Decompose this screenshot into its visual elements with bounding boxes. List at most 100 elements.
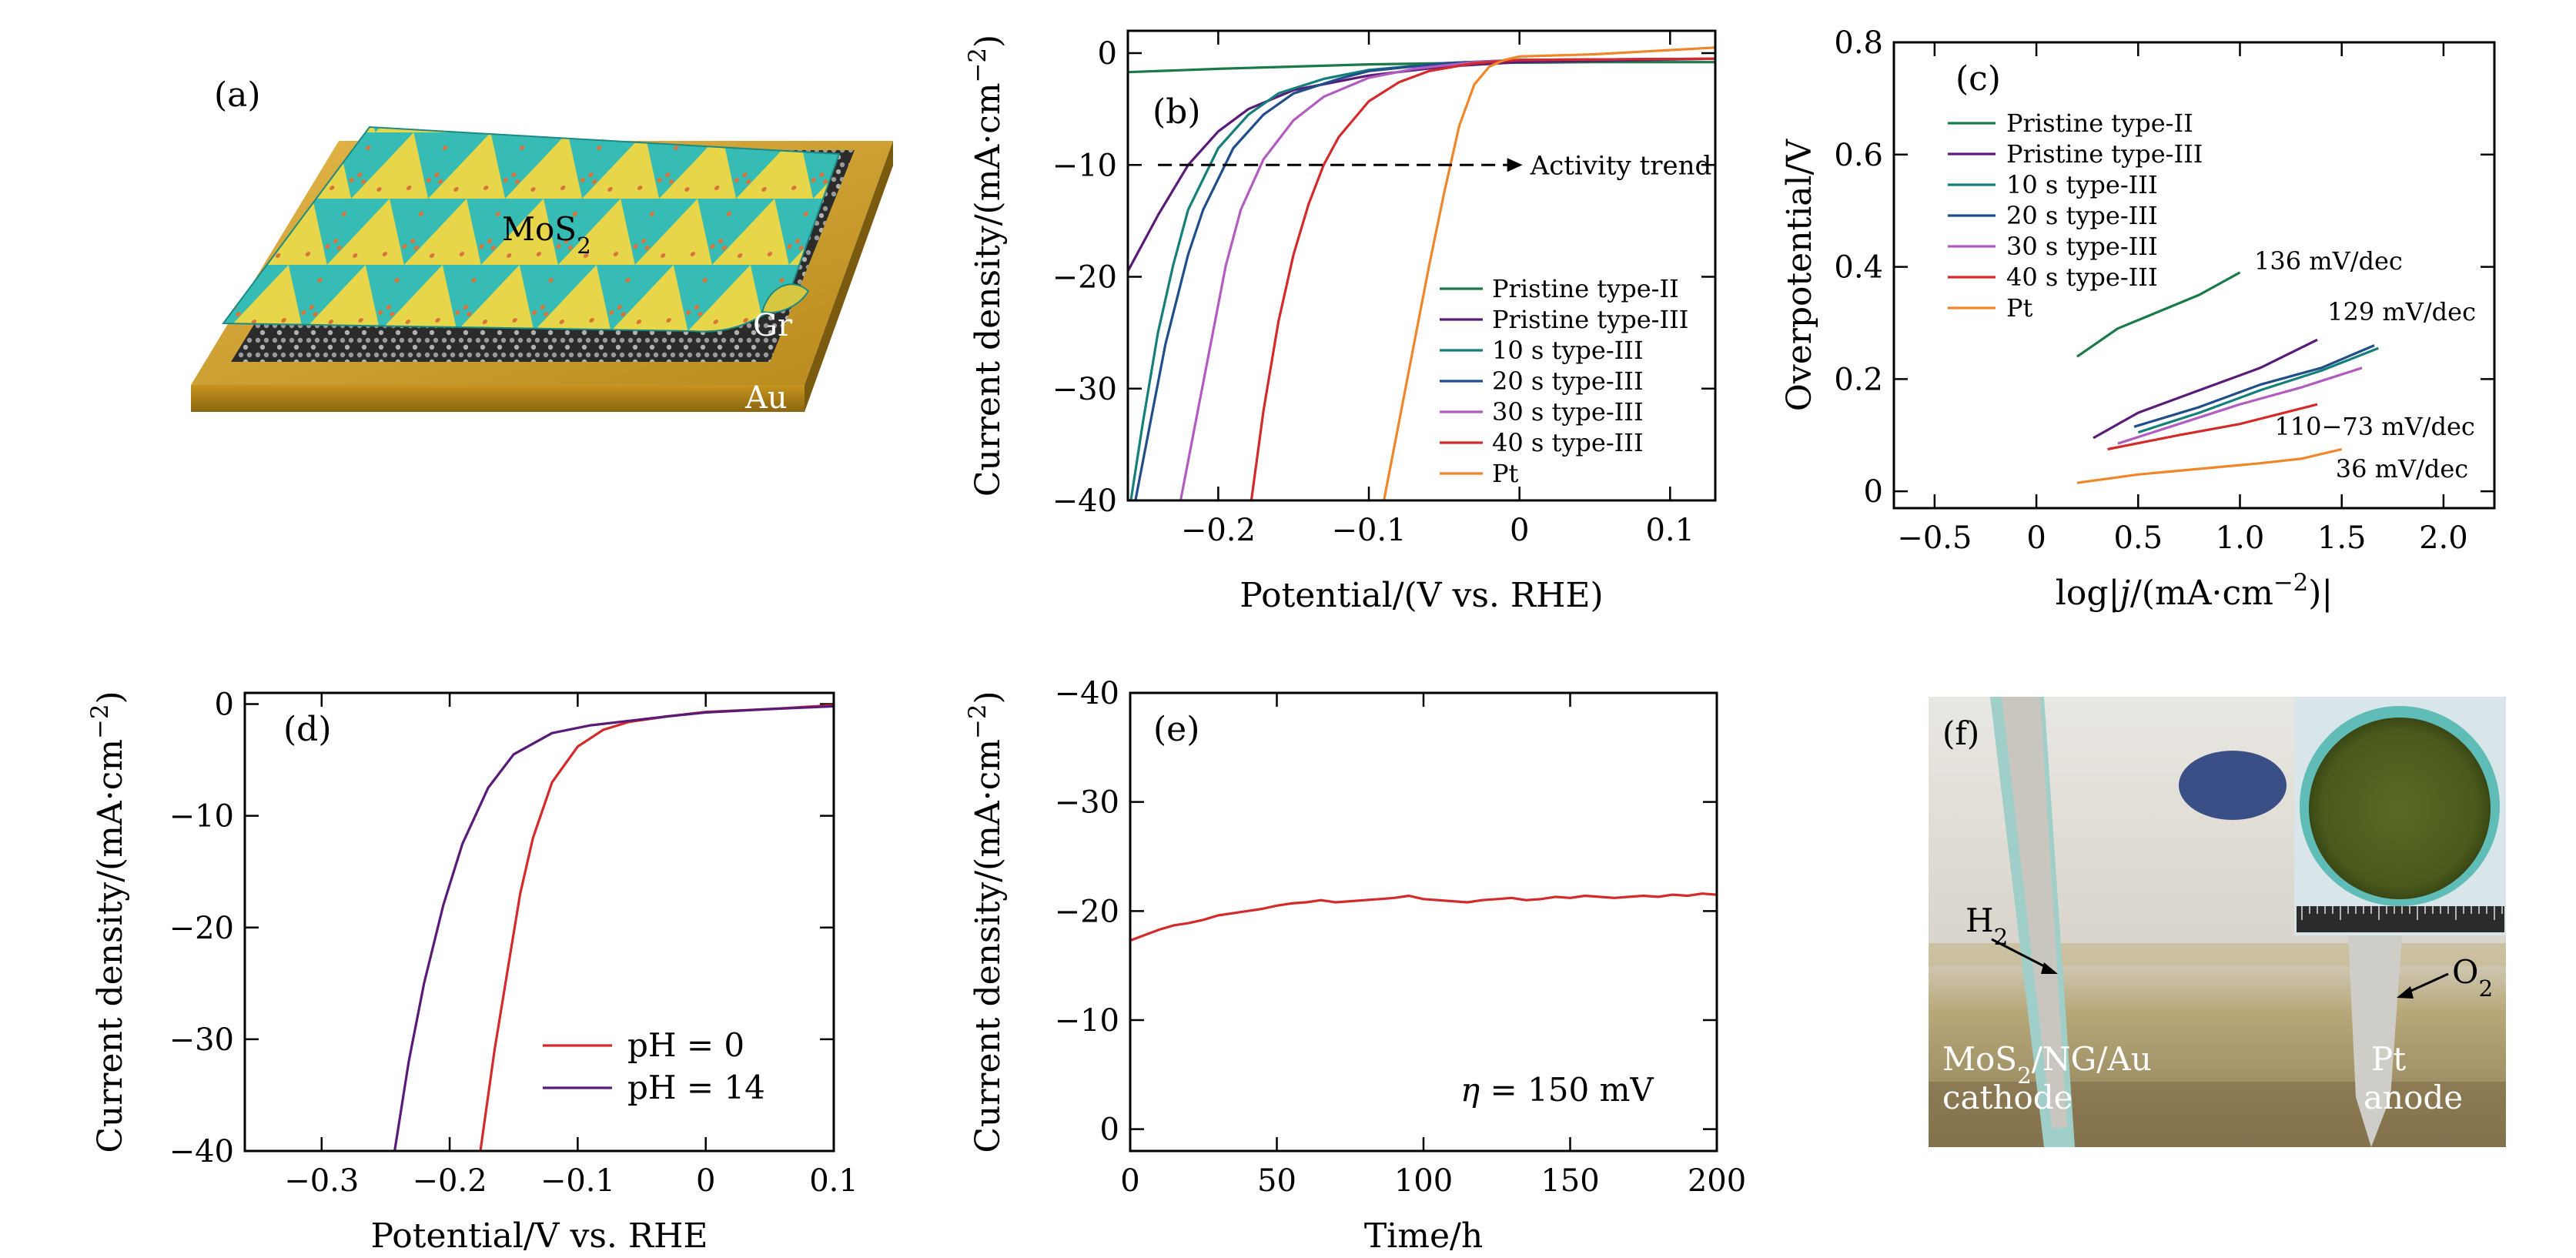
y-tick-label-d: −20 [169, 911, 234, 946]
series-line-c [2133, 344, 2375, 428]
y-tick-label-c: 0.4 [1834, 250, 1883, 286]
x-tick-label-e: 200 [1688, 1163, 1746, 1199]
legend-label-c: Pt [2006, 293, 2033, 323]
panel-label-f: (f) [1942, 714, 1979, 752]
ruler [2297, 906, 2504, 932]
x-tick-label-b: −0.2 [1181, 513, 1256, 548]
activity-trend-arrowhead [1507, 158, 1523, 172]
au-substrate-side [805, 141, 893, 412]
y-tick-label-d: 0 [215, 688, 234, 723]
anode-label: Pt [2371, 1040, 2406, 1078]
legend-label-b: Pristine type-III [1492, 305, 1688, 334]
mos2-label: MoS2 [502, 210, 591, 259]
x-axis-label-c: log|j/(mA·cm−2)| [2056, 569, 2333, 613]
series-line-d [393, 704, 834, 1151]
series-line-c [2076, 447, 2343, 484]
legend-label-c: 30 s type-III [2006, 232, 2158, 261]
x-tick-label-e: 100 [1394, 1163, 1453, 1199]
y-tick-label-d: −30 [169, 1022, 234, 1058]
x-tick-label-c: 1.5 [2317, 520, 2367, 556]
plot-frame-top-d [243, 691, 835, 1153]
o2-arrow [2405, 972, 2449, 995]
plot-frame-top-e [1129, 691, 1718, 1153]
x-tick-label-c: 0.5 [2113, 520, 2163, 556]
legend-label-b: Pt [1492, 459, 1519, 488]
panel-d: −0.3 −0.2 −0.1 0 0.1 0 −10 −20 −30 −40 (d) Potentia… [86, 688, 858, 1256]
x-tick-label-c: 1.0 [2216, 520, 2265, 556]
au-substrate-front [191, 385, 805, 412]
series-line-b [1134, 57, 1715, 500]
y-tick-label-b: −30 [1052, 372, 1117, 407]
h2-arrow [1991, 938, 2052, 972]
anode-electrode [2348, 935, 2402, 1147]
panel-b: −0.2 −0.1 0 0.1 0 −10 −20 −30 −40 (b) Potential/(V… [964, 29, 1717, 615]
y-tick-label-e: −30 [1055, 785, 1119, 821]
wafer-disc [2309, 718, 2491, 899]
series-line-b [1250, 57, 1715, 500]
y-tick-label-b: 0 [1098, 36, 1117, 72]
legend-label-b: Pristine type-II [1492, 274, 1679, 303]
x-tick-label-d: 0 [696, 1163, 715, 1199]
h2-label: H2 [1965, 902, 2008, 950]
panel-c: −0.5 0 0.5 1.0 1.5 2.0 0 0.2 0.4 0.6 0.8 (c) log|j/(… [1780, 25, 2496, 613]
activity-trend-label: Activity trend [1530, 150, 1712, 181]
legend-label-b: 10 s type-III [1492, 336, 1644, 365]
panel-a: (a) MoS2 Gr Au [191, 75, 893, 416]
x-tick-label-e: 150 [1541, 1163, 1599, 1199]
x-tick-label-c: 0 [2026, 520, 2046, 556]
x-axis-label-d: Potential/V vs. RHE [370, 1216, 708, 1256]
au-label: Au [744, 380, 788, 416]
mos2-curl [761, 283, 810, 313]
x-axis-label-e: Time/h [1364, 1216, 1483, 1256]
beaker-bottom [1929, 1082, 2506, 1147]
plot-frame-top-b [1126, 29, 1717, 502]
beaker-band [1929, 943, 2506, 966]
y-tick-label-c: 0.6 [1834, 138, 1883, 173]
y-tick-label-d: −40 [169, 1134, 234, 1169]
y-tick-label-c: 0.8 [1834, 25, 1883, 61]
legend-label-b: 40 s type-III [1492, 428, 1644, 457]
x-tick-label-e: 50 [1257, 1163, 1296, 1199]
tafel-slope-label: 110−73 mV/dec [2274, 412, 2474, 441]
o2-arrowhead [2397, 986, 2414, 999]
y-tick-label-b: −40 [1052, 483, 1117, 519]
y-tick-label-d: −10 [169, 799, 234, 835]
holder-object [2179, 751, 2287, 820]
overpotential-note: η = 150 mV [1460, 1071, 1654, 1109]
legend-label-c: 10 s type-III [2006, 170, 2158, 199]
x-tick-label-d: −0.3 [284, 1163, 359, 1199]
y-tick-label-c: 0 [1864, 474, 1883, 510]
panel-label-d: (d) [283, 710, 332, 749]
x-tick-label-b: 0.1 [1645, 513, 1694, 548]
tafel-slope-label: 129 mV/dec [2327, 297, 2476, 326]
legend-label-c: Pristine type-II [2006, 109, 2193, 138]
y-tick-label-e: −20 [1055, 894, 1119, 929]
cathode-label: MoS2/NG/Au [1942, 1040, 2152, 1089]
x-axis-label-b: Potential/(V vs. RHE) [1239, 576, 1603, 615]
y-axis-label-b: Current density/(mA·cm−2) [964, 35, 1008, 497]
x-tick-label-c: 2.0 [2419, 520, 2468, 556]
series-line-c [2107, 403, 2318, 451]
y-tick-label-c: 0.2 [1834, 362, 1883, 397]
x-tick-label-d: −0.1 [540, 1163, 615, 1199]
y-tick-label-e: 0 [1100, 1112, 1119, 1148]
x-tick-label-e: 0 [1120, 1163, 1139, 1199]
legend-label-d: pH = 14 [627, 1069, 765, 1106]
y-tick-label-e: −10 [1055, 1003, 1119, 1039]
x-tick-label-b: −0.1 [1331, 513, 1406, 548]
y-tick-label-b: −10 [1052, 148, 1117, 183]
x-tick-label-c: −0.5 [1897, 520, 1972, 556]
legend-label-d: pH = 0 [627, 1026, 744, 1064]
tafel-slope-label: 36 mV/dec [2336, 454, 2468, 483]
panel-label-c: (c) [1955, 59, 2001, 99]
anode-label-2: anode [2364, 1079, 2463, 1116]
series-line-c [2137, 346, 2379, 434]
h2-arrowhead [2041, 962, 2058, 974]
legend-label-b: 30 s type-III [1492, 397, 1644, 427]
graphene-label: Gr [753, 308, 793, 343]
legend-label-c: 40 s type-III [2006, 263, 2158, 292]
x-tick-label-b: 0 [1510, 513, 1529, 548]
legend-label-b: 20 s type-III [1492, 366, 1644, 396]
